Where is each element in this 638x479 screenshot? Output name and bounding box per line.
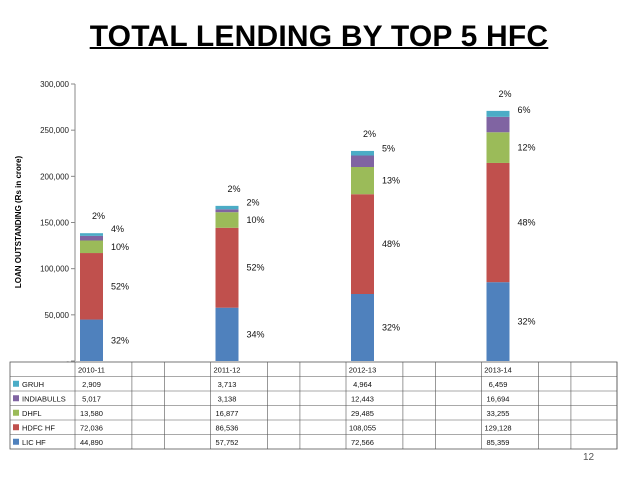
table-cell-value: 6,459 bbox=[489, 380, 508, 389]
bar-segment-dhfl bbox=[80, 240, 103, 254]
percent-label: 52% bbox=[247, 263, 265, 273]
x-category-label: 2012-13 bbox=[349, 366, 377, 375]
bar-segment-lic-hf bbox=[351, 293, 374, 361]
x-category-label: 2011-12 bbox=[214, 366, 241, 375]
bar-segment-dhfl bbox=[215, 212, 239, 228]
legend-label-indiabulls: INDIABULLS bbox=[22, 395, 66, 404]
bar-segment-indiabulls bbox=[486, 116, 510, 133]
legend-label-hdfc-hf: HDFC HF bbox=[22, 424, 55, 433]
bar-segment-lic-hf bbox=[486, 282, 510, 361]
table-cell-value: 86,536 bbox=[216, 424, 239, 433]
table-cell-value: 85,359 bbox=[487, 438, 510, 447]
percent-label: 32% bbox=[382, 322, 400, 332]
bar-segment-hdfc-hf bbox=[215, 227, 239, 308]
bar-segment-indiabulls bbox=[351, 155, 374, 168]
bar-segment-lic-hf bbox=[215, 307, 239, 361]
x-category-label: 2013-14 bbox=[484, 366, 512, 375]
chart-title: TOTAL LENDING BY TOP 5 HFC bbox=[89, 20, 549, 53]
percent-label: 48% bbox=[518, 218, 536, 228]
percent-label: 32% bbox=[111, 335, 129, 345]
legend-swatch-lic-hf bbox=[13, 438, 19, 445]
table-cell-value: 129,128 bbox=[484, 424, 511, 433]
table-cell-value: 108,055 bbox=[349, 424, 376, 433]
y-axis-label: LOAN OUTSTANDING (Rs in crore) bbox=[14, 156, 23, 289]
percent-label: 48% bbox=[382, 239, 400, 249]
bar-segment-dhfl bbox=[351, 167, 374, 195]
percent-label: 52% bbox=[111, 281, 129, 291]
legend-swatch-hdfc-hf bbox=[13, 424, 19, 431]
legend-label-gruh: GRUH bbox=[22, 380, 44, 389]
percent-label: 2% bbox=[247, 197, 260, 207]
y-tick-label: 100,000 bbox=[40, 265, 69, 274]
percent-label: 13% bbox=[382, 176, 400, 186]
legend-label-lic-hf: LIC HF bbox=[22, 438, 46, 447]
table-cell-value: 2,909 bbox=[82, 380, 101, 389]
percent-label: 10% bbox=[111, 242, 129, 252]
table-cell-value: 16,877 bbox=[216, 409, 239, 418]
percent-label: 12% bbox=[518, 143, 536, 153]
y-tick-label: 150,000 bbox=[40, 219, 69, 228]
table-cell-value: 72,036 bbox=[80, 424, 103, 433]
legend-label-dhfl: DHFL bbox=[22, 409, 42, 418]
percent-label: 10% bbox=[247, 215, 265, 225]
table-cell-value: 13,580 bbox=[80, 409, 103, 418]
percent-label: 2% bbox=[363, 129, 376, 139]
table-cell-value: 5,017 bbox=[82, 395, 101, 404]
legend-swatch-gruh bbox=[13, 380, 19, 387]
percent-label: 2% bbox=[499, 89, 512, 99]
bar-segment-dhfl bbox=[486, 132, 510, 163]
percent-label: 2% bbox=[228, 184, 241, 194]
table-cell-value: 57,752 bbox=[216, 438, 239, 447]
bar-segment-hdfc-hf bbox=[80, 253, 103, 320]
bar-segment-indiabulls bbox=[80, 235, 103, 241]
bar-segment-gruh bbox=[80, 233, 103, 236]
percent-label: 34% bbox=[247, 329, 265, 339]
bar-segment-gruh bbox=[351, 150, 374, 156]
table-cell-value: 16,694 bbox=[487, 395, 510, 404]
table-cell-value: 72,566 bbox=[351, 438, 374, 447]
bar-segment-hdfc-hf bbox=[486, 162, 510, 283]
bar-segment-indiabulls bbox=[215, 209, 239, 213]
slide-number: 12 bbox=[583, 452, 595, 463]
legend-swatch-indiabulls bbox=[13, 395, 19, 402]
table-cell-value: 4,964 bbox=[353, 380, 372, 389]
bar-segment-gruh bbox=[486, 110, 510, 117]
legend-swatch-dhfl bbox=[13, 409, 19, 416]
percent-label: 4% bbox=[111, 224, 124, 234]
table-cell-value: 33,255 bbox=[487, 409, 510, 418]
percent-label: 6% bbox=[518, 105, 531, 115]
table-cell-value: 3,138 bbox=[218, 395, 237, 404]
percent-label: 5% bbox=[382, 144, 395, 154]
table-cell-value: 3,713 bbox=[218, 380, 237, 389]
y-tick-label: 250,000 bbox=[40, 126, 69, 135]
x-category-label: 2010-11 bbox=[78, 366, 105, 375]
y-tick-label: 50,000 bbox=[45, 311, 70, 320]
table-cell-value: 29,485 bbox=[351, 409, 374, 418]
y-tick-label: 200,000 bbox=[40, 172, 69, 181]
table-cell-value: 12,443 bbox=[351, 395, 374, 404]
y-tick-label: - bbox=[66, 357, 69, 366]
y-tick-label: 300,000 bbox=[40, 80, 69, 89]
percent-label: 32% bbox=[518, 317, 536, 327]
bar-segment-lic-hf bbox=[80, 319, 103, 361]
percent-label: 2% bbox=[92, 211, 105, 221]
bar-segment-gruh bbox=[215, 205, 239, 210]
table-cell-value: 44,890 bbox=[80, 438, 103, 447]
bar-segment-hdfc-hf bbox=[351, 194, 374, 294]
